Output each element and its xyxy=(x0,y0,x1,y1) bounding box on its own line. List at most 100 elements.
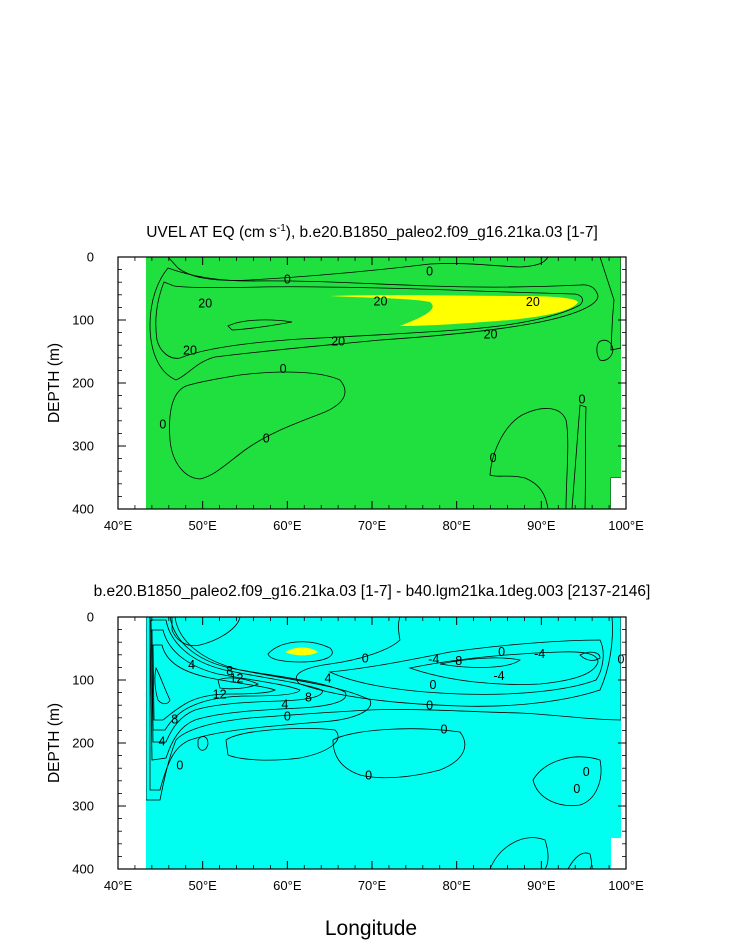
contour-label: 0 xyxy=(284,273,291,287)
x-tick-label: 70°E xyxy=(358,518,387,533)
top-panel-fields xyxy=(146,256,622,509)
contour-label: 0 xyxy=(176,759,183,773)
westward-jet-neg xyxy=(328,639,604,695)
bottom-panel-title: b.e20.B1850_paleo2.f09_g16.21ka.03 [1-7]… xyxy=(94,583,651,600)
westward-jet-weak xyxy=(295,616,613,707)
eastward-jet-12 xyxy=(151,629,301,731)
weak-westward-base xyxy=(146,617,621,869)
contour-label: 4 xyxy=(188,658,195,672)
top-contour-panel: UVEL AT EQ (cm s-1), b.e20.B1850_paleo2.… xyxy=(46,223,644,533)
contour-label: 0 xyxy=(365,769,372,783)
contour-label: 20 xyxy=(484,327,498,341)
y-tick-label: 200 xyxy=(72,736,94,751)
contour-label: 0 xyxy=(583,765,590,779)
x-tick-label: 80°E xyxy=(442,518,471,533)
x-tick-label: 60°E xyxy=(273,518,302,533)
surface-pos-yellow xyxy=(285,647,318,656)
contour-label: 8 xyxy=(226,664,233,678)
east-small-westward-patch xyxy=(596,339,614,361)
surface-westward-region xyxy=(167,256,549,281)
contour-label: 0 xyxy=(263,431,270,445)
eastward-jet-16 xyxy=(152,644,276,721)
eastward-jet-weak xyxy=(149,616,372,791)
x-tick-label: 40°E xyxy=(104,518,133,533)
y-tick-label: 400 xyxy=(72,502,94,517)
deep-westward-region-west xyxy=(169,371,346,480)
deep-neg-patch xyxy=(225,728,339,761)
y-tick-label: 0 xyxy=(87,250,94,265)
zero-band-upper xyxy=(145,616,622,801)
contour-label: 0 xyxy=(429,678,436,692)
surface-pos-weak-patch xyxy=(171,616,241,647)
x-tick-label: 100°E xyxy=(608,518,644,533)
contour-label: -8 xyxy=(451,654,462,668)
eastward-jet-4 xyxy=(149,616,347,761)
contour-label: 0 xyxy=(440,723,447,737)
west-small-patch xyxy=(197,736,209,751)
contour-label: 12 xyxy=(213,687,227,701)
y-tick-label: 400 xyxy=(72,862,94,877)
undercurrent-weak-fill xyxy=(149,267,599,381)
x-tick-label: 100°E xyxy=(608,878,644,893)
contour-label: 20 xyxy=(198,296,212,310)
contour-label: 0 xyxy=(159,417,166,431)
deep-green-patch xyxy=(332,728,466,779)
top-panel-axes: 40°E 50°E 60°E 70°E 80°E 90°E 100°E01002003004… xyxy=(72,250,644,534)
contour-label: 0 xyxy=(490,451,497,465)
eastward-jet-core xyxy=(154,666,171,705)
x-tick-label: 90°E xyxy=(527,518,556,533)
westward-jet-core-east xyxy=(579,651,601,661)
x-tick-label: 90°E xyxy=(527,878,556,893)
y-tick-label: 300 xyxy=(72,799,94,814)
surface-pos-patch-2 xyxy=(267,641,333,663)
y-tick-label: 0 xyxy=(87,610,94,625)
contour-label: 20 xyxy=(183,344,197,358)
y-tick-label: 300 xyxy=(72,439,94,454)
contour-label: 0 xyxy=(498,645,505,659)
undercurrent-fill-20 xyxy=(155,281,583,359)
east-surface-westward-region xyxy=(599,256,622,351)
deep-westward-region-east xyxy=(489,408,569,510)
top-panel-title: UVEL AT EQ (cm s-1), b.e20.B1850_paleo2.… xyxy=(146,223,598,241)
contour-label: 0 xyxy=(573,782,580,796)
contour-label: 0 xyxy=(284,709,291,723)
undercurrent-core-30 xyxy=(227,319,293,331)
undercurrent-core-yellow xyxy=(330,295,578,326)
contour-label: 4 xyxy=(281,697,288,711)
bottom-contour-panel: b.e20.B1850_paleo2.f09_g16.21ka.03 [1-7]… xyxy=(46,583,650,893)
contour-label: 12 xyxy=(230,672,244,686)
westward-jet-core xyxy=(439,657,521,668)
land-mask-east-bottom xyxy=(611,838,621,869)
contour-label: 0 xyxy=(280,362,287,376)
deep-green-patch-east xyxy=(532,756,602,806)
x-tick-label: 50°E xyxy=(188,518,217,533)
x-tick-label: 80°E xyxy=(442,878,471,893)
top-y-axis-label: DEPTH (m) xyxy=(46,343,63,423)
contour-label: 20 xyxy=(331,334,345,348)
y-tick-label: 200 xyxy=(72,376,94,391)
deep-westward-region-east-2 xyxy=(571,404,587,510)
contour-label: 4 xyxy=(324,672,331,686)
bottom-panel-fields xyxy=(118,616,626,870)
x-tick-label: 40°E xyxy=(104,878,133,893)
bottom-green-patch xyxy=(489,837,549,870)
x-tick-label: 50°E xyxy=(188,878,217,893)
y-tick-label: 100 xyxy=(72,313,94,328)
top-contour-labels: 0 0 20 20 20 20 20 20 0 0 0 0 0 xyxy=(159,264,585,465)
contour-label: 0 xyxy=(426,699,433,713)
contour-label: 4 xyxy=(159,735,166,749)
contour-label: 20 xyxy=(374,295,388,309)
land-mask-east-bottom xyxy=(611,478,621,509)
y-tick-label: 100 xyxy=(72,673,94,688)
bottom-panel-axes: 40°E 50°E 60°E 70°E 80°E 90°E 100°E 0 100 200 300 4… xyxy=(72,610,644,894)
contour-label: 8 xyxy=(305,691,312,705)
x-tick-label: 60°E xyxy=(273,878,302,893)
bottom-y-axis-label: DEPTH (m) xyxy=(46,703,63,783)
contour-label: 0 xyxy=(578,392,585,406)
contour-label: 20 xyxy=(526,295,540,309)
x-axis-label: Longitude xyxy=(325,917,417,940)
contour-label: 0 xyxy=(362,651,369,665)
westward-jet-mid xyxy=(408,651,599,685)
